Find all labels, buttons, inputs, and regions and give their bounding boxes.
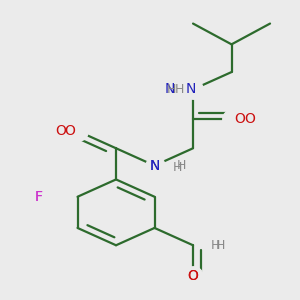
Text: F: F (35, 190, 43, 204)
Text: H: H (167, 83, 176, 96)
Text: N: N (149, 159, 160, 172)
Text: O: O (55, 124, 66, 138)
Text: F: F (35, 190, 43, 204)
Text: O: O (188, 269, 199, 284)
Text: H: H (172, 161, 182, 174)
Text: H: H (216, 239, 225, 252)
Text: O: O (234, 112, 245, 126)
Text: N: N (164, 82, 175, 96)
Text: H: H (211, 239, 220, 252)
Text: O: O (188, 269, 199, 284)
Text: H: H (177, 159, 187, 172)
Text: H: H (175, 83, 184, 96)
Text: N: N (149, 159, 160, 172)
Text: N: N (186, 82, 196, 96)
Text: O: O (244, 112, 255, 126)
Text: O: O (64, 124, 75, 138)
